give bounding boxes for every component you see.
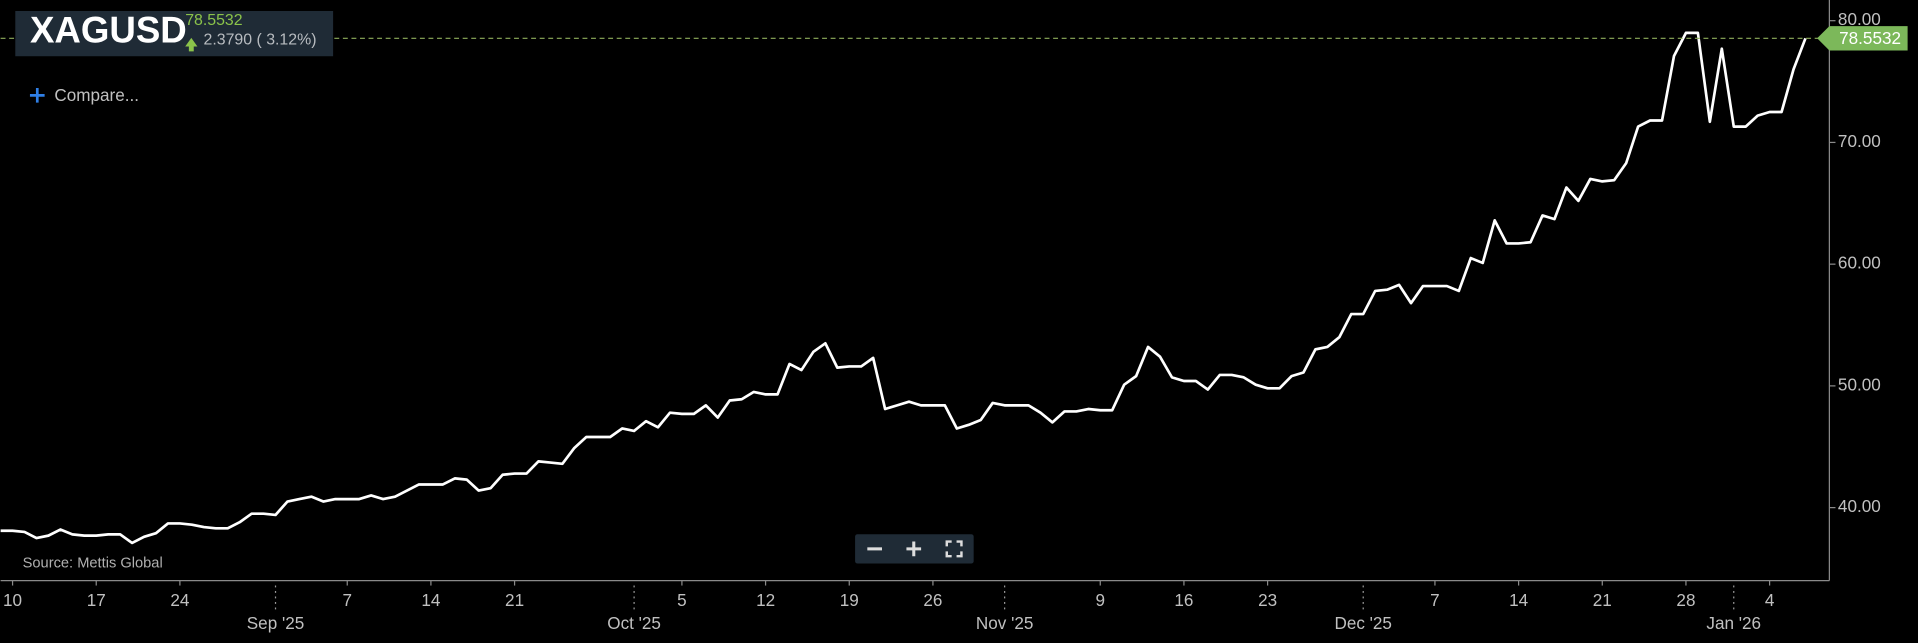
x-tick-label: 9 [1096,591,1106,610]
source: Source: Mettis Global [23,555,163,571]
x-tick-label: 14 [1509,591,1529,610]
x-tick-label: 7 [1430,591,1440,610]
x-tick-label: 10 [3,591,22,610]
x-tick-label: 28 [1676,591,1695,610]
x-tick-label: 5 [677,591,687,610]
x-tick-label: 14 [421,591,441,610]
x-tick-label: 17 [87,591,106,610]
last-price-flag-label: 78.5532 [1839,29,1901,48]
x-tick-label: 16 [1174,591,1193,610]
last-price-flag [1817,26,1908,51]
last-price: 78.5532 [185,12,243,29]
symbol: XAGUSD [30,10,187,51]
month-label: Sep '25 [247,614,304,633]
price-change: 2.3790 ( 3.12%) [204,32,317,49]
y-tick-label: 70.00 [1838,132,1881,151]
x-tick-label: 26 [923,591,942,610]
x-tick-label: 23 [1258,591,1277,610]
month-label: Nov '25 [976,614,1033,633]
compare-button[interactable]: Compare... [29,86,139,105]
symbol-box [15,11,334,57]
plot: 40.00 50.00 60.00 70.00 80.00 10 17 24 7 14 21 5 12 1… [0,0,1908,633]
x-tick-label: 21 [1593,591,1612,610]
month-label: Dec '25 [1334,614,1391,633]
x-tick-label: 19 [840,591,859,610]
compare-label[interactable]: Compare... [54,86,139,105]
y-tick-label: 40.00 [1838,497,1881,516]
fullscreen[interactable] [945,540,963,558]
zoom-in[interactable] [906,541,922,557]
plus-icon [29,88,45,103]
x-tick-label: 24 [170,591,190,610]
x-tick-label: 12 [756,591,775,610]
x-tick-label: 21 [505,591,524,610]
y-tick-label: 60.00 [1838,254,1881,273]
y-tick-label: 50.00 [1838,375,1881,394]
y-tick-label: 80.00 [1838,10,1881,29]
month-label: Jan '26 [1706,614,1761,633]
x-tick-label: 7 [342,591,352,610]
x-tick-label: 4 [1765,591,1775,610]
price-line [0,31,1807,545]
zoom-panel [855,534,974,564]
month-label: Oct '25 [607,614,661,633]
up-arrow [185,37,198,52]
